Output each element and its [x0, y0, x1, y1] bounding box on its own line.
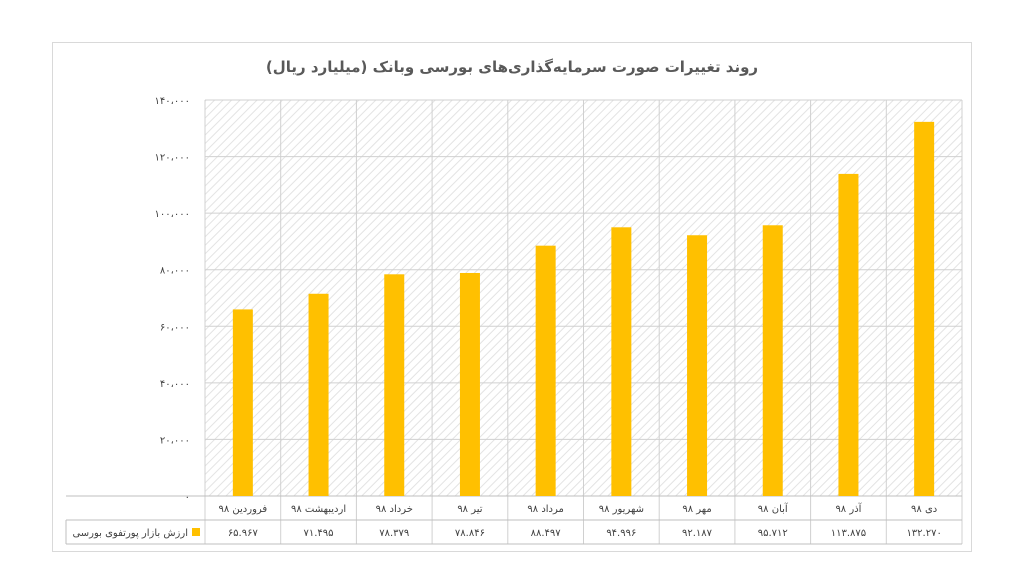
- value-label: ۱۱۳.۸۷۵: [831, 528, 866, 539]
- bar: [914, 121, 935, 496]
- category-label: مرداد ۹۸: [527, 504, 564, 515]
- category-label: آبان ۹۸: [758, 502, 789, 515]
- y-tick-label: ۶۰،۰۰۰: [160, 322, 190, 333]
- legend-label: ارزش بازار پورتفوی بورسی: [72, 528, 188, 539]
- bar: [308, 293, 329, 496]
- value-label: ۱۳۲.۲۷۰: [906, 528, 941, 539]
- bar: [459, 272, 480, 496]
- bar: [535, 245, 556, 496]
- value-label: ۹۴.۹۹۶: [606, 528, 636, 539]
- value-label: ۷۱.۴۹۵: [304, 528, 334, 539]
- value-label: ۷۸.۸۴۶: [455, 528, 485, 539]
- legend-swatch: [192, 528, 200, 536]
- category-label: دی ۹۸: [911, 504, 937, 515]
- y-tick-label: ۲۰،۰۰۰: [160, 435, 190, 446]
- category-label: شهریور ۹۸: [599, 504, 644, 515]
- category-label: خرداد ۹۸: [376, 504, 413, 515]
- y-tick-label: ۱۰۰،۰۰۰: [155, 209, 190, 220]
- category-label: اردیبهشت ۹۸: [291, 504, 346, 515]
- category-label: فروردین ۹۸: [218, 504, 267, 515]
- bar: [838, 173, 859, 496]
- y-tick-label: ۸۰،۰۰۰: [160, 266, 190, 277]
- value-label: ۹۵.۷۱۲: [758, 528, 788, 539]
- value-label: ۶۵.۹۶۷: [228, 528, 259, 539]
- bar: [611, 227, 632, 496]
- y-tick-label: ۱۲۰،۰۰۰: [155, 153, 190, 164]
- value-label: ۹۲.۱۸۷: [682, 528, 713, 539]
- bar: [762, 225, 783, 496]
- bar: [384, 274, 405, 496]
- chart-title: روند تغییرات صورت سرمایه‌گذاری‌های بورسی…: [265, 58, 759, 76]
- value-label: ۷۸.۳۷۹: [379, 528, 409, 539]
- category-label: مهر ۹۸: [682, 504, 711, 515]
- y-tick-label: ۱۴۰،۰۰۰: [155, 96, 190, 107]
- category-label: آذر ۹۸: [835, 502, 862, 515]
- bar: [687, 235, 708, 496]
- category-label: تیر ۹۸: [457, 504, 482, 515]
- bar: [232, 309, 253, 496]
- y-tick-label: ۰: [185, 492, 190, 503]
- value-label: ۸۸.۴۹۷: [531, 528, 562, 539]
- y-tick-label: ۴۰،۰۰۰: [160, 379, 190, 390]
